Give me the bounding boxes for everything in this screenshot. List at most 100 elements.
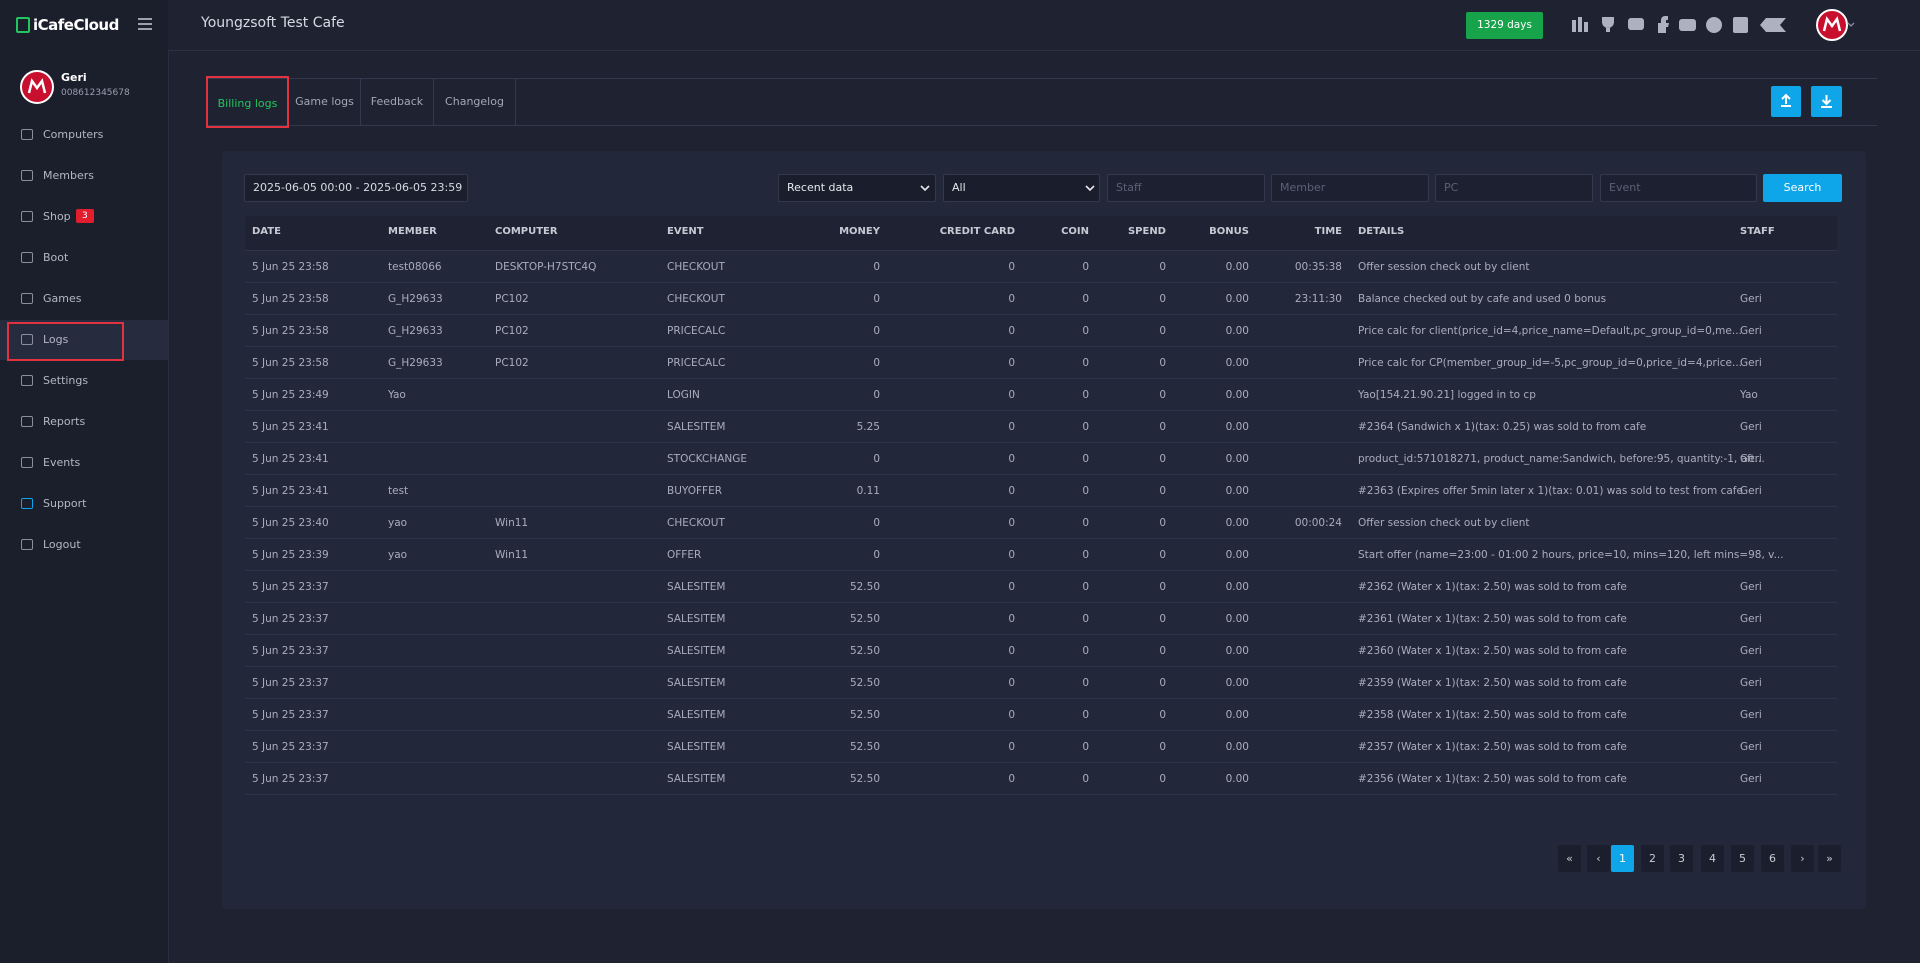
page-button[interactable]: 2 bbox=[1641, 845, 1664, 872]
nav-item[interactable]: Logs bbox=[0, 320, 168, 360]
search-button[interactable]: Search bbox=[1763, 174, 1842, 202]
account-menu[interactable] bbox=[1816, 9, 1856, 41]
upload-button[interactable] bbox=[1771, 86, 1801, 117]
table-cell: 0 bbox=[1008, 773, 1015, 785]
page-button[interactable]: 3 bbox=[1670, 845, 1693, 872]
table-cell: 0 bbox=[1082, 389, 1089, 401]
page-button[interactable]: « bbox=[1558, 845, 1581, 872]
logo: iCafeCloud bbox=[33, 16, 119, 34]
table-cell: 5 Jun 25 23:41 bbox=[252, 453, 329, 465]
table-cell: CHECKOUT bbox=[667, 261, 725, 273]
table-cell: yao bbox=[388, 549, 408, 561]
table-cell: #2364 (Sandwich x 1)(tax: 0.25) was sold… bbox=[1358, 421, 1647, 433]
table-cell: Yao bbox=[1740, 389, 1758, 401]
table-cell: SALESITEM bbox=[667, 677, 726, 689]
staff-input[interactable]: Staff bbox=[1107, 174, 1265, 202]
page-button[interactable]: » bbox=[1818, 845, 1841, 872]
table-cell: 0 bbox=[1082, 549, 1089, 561]
nav-item[interactable]: Computers bbox=[0, 115, 168, 155]
nav-label: Members bbox=[43, 169, 94, 182]
table-cell: 0 bbox=[1082, 741, 1089, 753]
table-cell: CHECKOUT bbox=[667, 517, 725, 529]
table-cell: 5 Jun 25 23:37 bbox=[252, 581, 329, 593]
table-cell: Win11 bbox=[495, 549, 529, 561]
table-cell: Geri bbox=[1740, 357, 1762, 369]
table-cell: Yao bbox=[388, 389, 406, 401]
table-cell: 0 bbox=[873, 549, 880, 561]
nav-label: Games bbox=[43, 292, 82, 305]
table-cell: 0 bbox=[1159, 773, 1166, 785]
table-cell: 0 bbox=[1159, 421, 1166, 433]
nav-item[interactable]: Support bbox=[0, 484, 168, 524]
table-cell: CHECKOUT bbox=[667, 293, 725, 305]
table-row bbox=[245, 699, 1837, 731]
scope-select[interactable]: All bbox=[943, 174, 1100, 202]
nav-item[interactable]: Members bbox=[0, 156, 168, 196]
license-days[interactable]: 1329 days bbox=[1466, 12, 1543, 39]
nav-label: Events bbox=[43, 456, 81, 469]
table-cell: 0 bbox=[1008, 581, 1015, 593]
nav-item[interactable]: Shop 3 bbox=[0, 197, 168, 237]
nav-item[interactable]: Events bbox=[0, 443, 168, 483]
event-input[interactable]: Event bbox=[1600, 174, 1757, 202]
table-cell: 0.11 bbox=[856, 485, 880, 497]
column-header: SPEND bbox=[1127, 226, 1166, 237]
nav-icon bbox=[21, 539, 33, 550]
user-id: 008612345678 bbox=[61, 88, 130, 98]
nav-label: Boot bbox=[43, 251, 69, 264]
table-cell: 0 bbox=[1008, 645, 1015, 657]
nav-label: Reports bbox=[43, 415, 86, 428]
table-cell: Start offer (name=23:00 - 01:00 2 hours,… bbox=[1358, 549, 1784, 561]
nav-item[interactable]: Reports bbox=[0, 402, 168, 442]
table-cell: 00:00:24 bbox=[1294, 517, 1342, 529]
page-button[interactable]: 1 bbox=[1611, 845, 1634, 872]
table-cell: 0 bbox=[873, 517, 880, 529]
page-button[interactable]: 4 bbox=[1701, 845, 1724, 872]
tab[interactable]: Billing logs bbox=[206, 76, 289, 128]
table-cell: 5 Jun 25 23:58 bbox=[252, 357, 329, 369]
column-header: EVENT bbox=[667, 226, 704, 237]
table-cell: 0.00 bbox=[1225, 421, 1249, 433]
page-button[interactable]: ‹ bbox=[1587, 845, 1610, 872]
table-cell: #2361 (Water x 1)(tax: 2.50) was sold to… bbox=[1358, 613, 1627, 625]
mode-select[interactable]: Recent data bbox=[778, 174, 936, 202]
table-cell: 52.50 bbox=[849, 581, 880, 593]
nav-icon bbox=[21, 252, 33, 263]
highlight-box bbox=[7, 322, 124, 361]
menu-toggle[interactable] bbox=[137, 17, 153, 31]
member-input[interactable]: Member bbox=[1271, 174, 1429, 202]
pc-input[interactable]: PC bbox=[1435, 174, 1593, 202]
nav-item[interactable]: Settings bbox=[0, 361, 168, 401]
nav-item[interactable]: Games bbox=[0, 279, 168, 319]
download-button[interactable] bbox=[1811, 86, 1842, 117]
table-cell: 0 bbox=[1159, 389, 1166, 401]
table-cell: 0.00 bbox=[1225, 517, 1249, 529]
column-header: DETAILS bbox=[1358, 226, 1405, 237]
table-cell: Geri bbox=[1740, 293, 1762, 305]
table-cell: 0 bbox=[1082, 581, 1089, 593]
table-cell: 5 Jun 25 23:37 bbox=[252, 709, 329, 721]
page-button[interactable]: 5 bbox=[1731, 845, 1754, 872]
tab[interactable]: Game logs bbox=[289, 79, 361, 125]
nav-item[interactable]: Logout bbox=[0, 525, 168, 565]
column-header: MEMBER bbox=[388, 226, 437, 237]
table-cell: 0.00 bbox=[1225, 293, 1249, 305]
table-cell: Win11 bbox=[495, 517, 529, 529]
table-cell: PC102 bbox=[495, 357, 529, 369]
page-button[interactable]: 6 bbox=[1761, 845, 1784, 872]
table-cell: 5 Jun 25 23:58 bbox=[252, 325, 329, 337]
page-button[interactable]: › bbox=[1791, 845, 1814, 872]
date-range[interactable]: 2025-06-05 00:00 - 2025-06-05 23:59 bbox=[244, 174, 468, 202]
tab[interactable]: Feedback bbox=[361, 79, 434, 125]
user-name: Geri bbox=[61, 71, 87, 84]
table-row bbox=[245, 539, 1837, 571]
tab[interactable]: Changelog bbox=[434, 79, 516, 125]
nav-icon bbox=[21, 293, 33, 304]
nav-item[interactable]: Boot bbox=[0, 238, 168, 278]
table-cell: 5 Jun 25 23:49 bbox=[252, 389, 329, 401]
table-cell: 52.50 bbox=[849, 709, 880, 721]
table-cell: 0.00 bbox=[1225, 773, 1249, 785]
table-cell: 0 bbox=[873, 453, 880, 465]
table-cell: G_H29633 bbox=[388, 357, 443, 369]
